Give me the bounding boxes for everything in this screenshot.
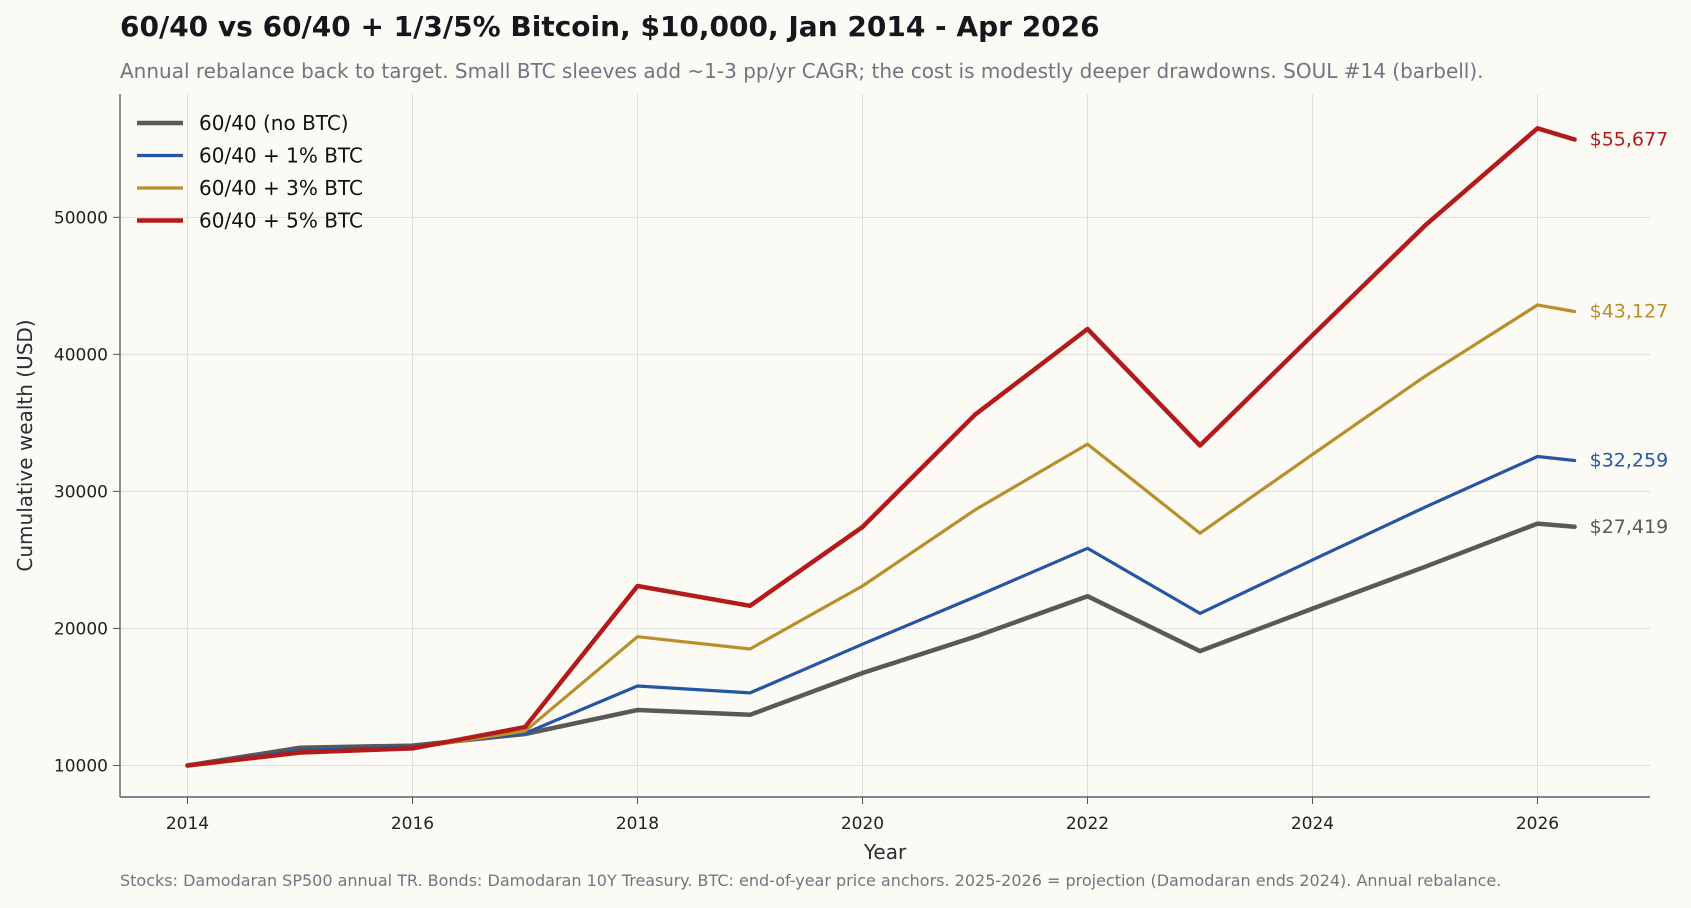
legend-label: 60/40 + 3% BTC [199,176,363,200]
y-tick-label: 40000 [54,345,108,365]
series-line-60-40-5-btc [185,126,1577,768]
y-tick-label: 50000 [54,208,108,228]
legend-label: 60/40 (no BTC) [199,111,349,135]
chart-title: 60/40 vs 60/40 + 1/3/5% Bitcoin, $10,000… [120,10,1100,43]
x-tick-label: 2016 [391,814,434,834]
grid-lines [120,94,1650,797]
end-value-label: $55,677 [1590,129,1669,151]
end-value-label: $32,259 [1590,449,1669,471]
x-tick-label: 2022 [1066,814,1109,834]
axes [113,94,1650,804]
x-tick-label: 2014 [166,814,209,834]
end-value-label: $43,127 [1590,301,1669,323]
y-tick-label: 10000 [54,756,108,776]
series-line-60-40-no-btc [185,521,1577,768]
y-tick-label: 20000 [54,619,108,639]
x-tick-label: 2024 [1291,814,1334,834]
legend-label: 60/40 + 1% BTC [199,144,363,168]
end-value-label: $27,419 [1590,516,1669,538]
y-tick-label: 30000 [54,482,108,502]
x-tick-label: 2018 [616,814,659,834]
legend-label: 60/40 + 5% BTC [199,209,363,233]
end-value-labels: $27,419 $32,259 $43,127 $55,677 [1590,129,1669,538]
series-lines [185,126,1577,768]
chart-subtitle: Annual rebalance back to target. Small B… [120,59,1484,83]
tick-labels: 2014 2016 2018 2020 2022 2024 2026 10000 20000 30… [54,208,1559,834]
legend: 60/40 (no BTC) 60/40 + 1% BTC 60/40 + 3% B… [137,111,363,233]
chart-footnote: Stocks: Damodaran SP500 annual TR. Bonds… [120,871,1502,890]
y-axis-label: Cumulative wealth (USD) [13,319,37,571]
x-axis-label: Year [863,840,907,864]
x-tick-label: 2020 [841,814,884,834]
series-line-60-40-1-btc [185,454,1577,768]
x-tick-label: 2026 [1516,814,1559,834]
